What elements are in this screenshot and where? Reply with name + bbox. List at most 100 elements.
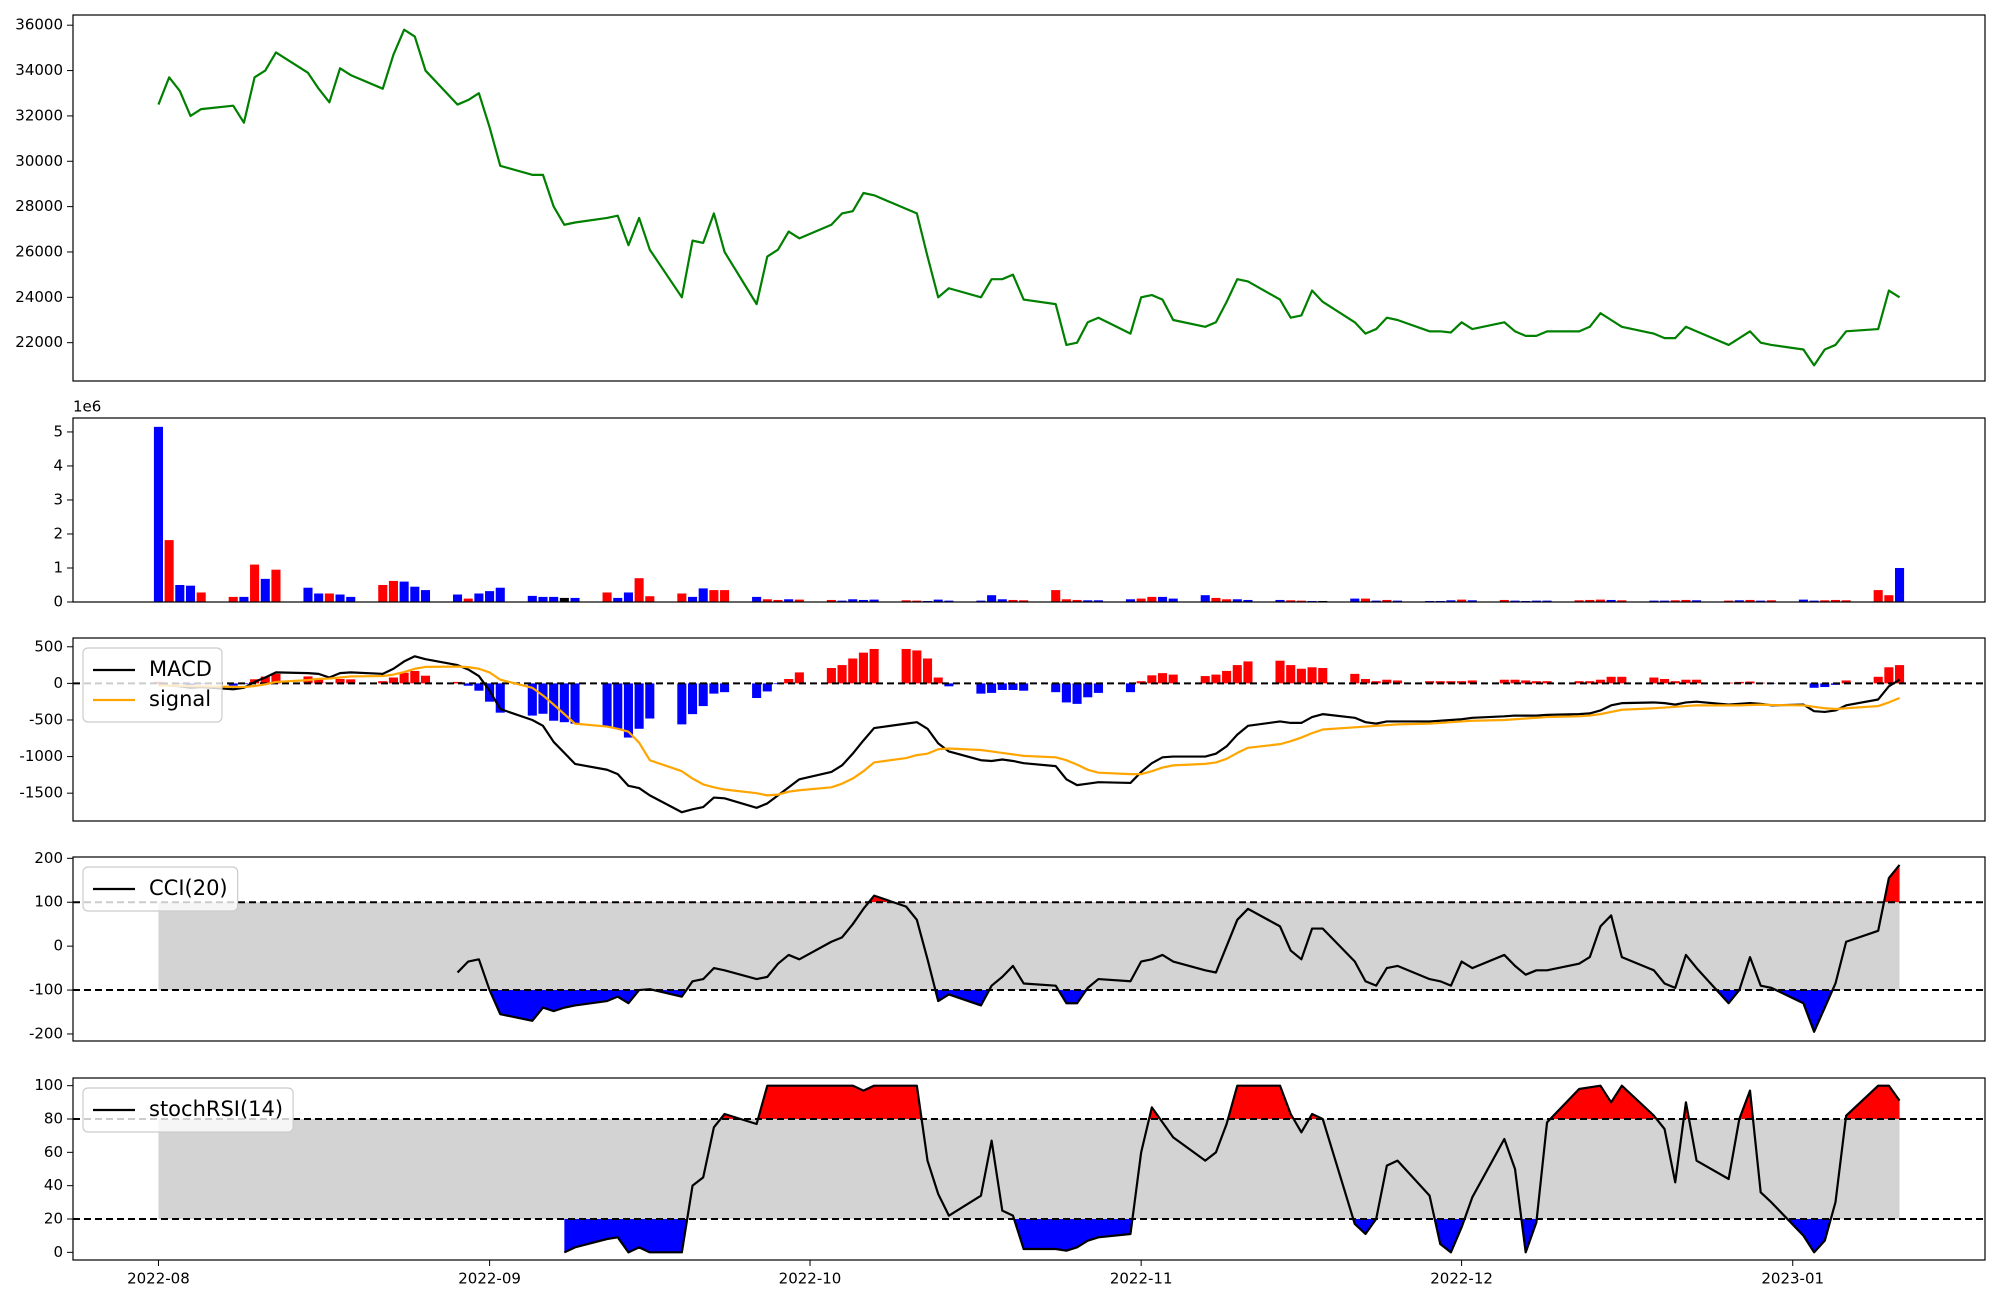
bar <box>378 584 388 602</box>
histogram-bar <box>1820 683 1830 688</box>
histogram-bar <box>1809 683 1819 688</box>
bar <box>1200 595 1210 602</box>
bar <box>420 590 431 602</box>
y-tick-label: 500 <box>34 637 63 655</box>
bar <box>196 592 206 602</box>
histogram-bar <box>869 648 879 684</box>
bar <box>1371 600 1381 602</box>
y-tick-label: 22000 <box>15 333 63 351</box>
histogram-bar <box>912 650 922 684</box>
bar <box>602 592 612 602</box>
bar <box>1008 599 1018 602</box>
histogram-bar <box>784 678 794 684</box>
bar <box>1820 600 1830 602</box>
legend-box <box>82 866 239 912</box>
bar <box>346 596 356 602</box>
bar <box>687 596 698 602</box>
bar <box>1809 600 1819 602</box>
histogram-bar <box>623 683 633 738</box>
x-tick-label: 2022-12 <box>1430 1270 1493 1288</box>
y-tick-label: 3 <box>53 490 63 508</box>
panel: 22000 24000 26000 28000 30000 32000 34000 36000 <box>15 14 1986 382</box>
histogram-bar <box>944 683 954 687</box>
panel: 0 1 2 3 4 5 1e6 <box>53 398 1986 611</box>
y-tick-label: 34000 <box>15 61 63 79</box>
bar <box>175 584 185 602</box>
histogram-bar <box>1168 674 1178 684</box>
bar <box>997 599 1007 602</box>
bar <box>869 599 879 602</box>
bar <box>1692 600 1702 602</box>
bar <box>1670 600 1680 602</box>
y-tick-label: 1 <box>53 558 63 576</box>
y-tick-label: -500 <box>29 710 63 728</box>
bar <box>634 578 644 602</box>
bar <box>912 600 922 602</box>
bar <box>1446 600 1456 602</box>
bar <box>463 598 473 602</box>
histogram-bar <box>1435 681 1445 684</box>
histogram-bar <box>1136 681 1146 684</box>
bar <box>826 599 836 602</box>
bar <box>1083 600 1093 602</box>
legend-label: MACD <box>149 657 212 681</box>
bar <box>549 596 559 602</box>
histogram-bar <box>1873 676 1883 684</box>
y-tick-label: 0 <box>53 1243 63 1261</box>
panel: -1500 -1000 -500 0 500 MACD signal <box>19 637 1986 822</box>
bar <box>773 599 783 602</box>
bar <box>1585 599 1595 602</box>
histogram-bar <box>314 678 324 684</box>
bar <box>260 578 270 602</box>
bar <box>1350 598 1360 602</box>
histogram-bar <box>1350 673 1360 684</box>
bar <box>698 588 708 602</box>
histogram-bar <box>1147 675 1157 684</box>
bar <box>1895 567 1905 602</box>
line <box>456 864 1901 1033</box>
bar <box>1734 600 1744 602</box>
histogram-bar <box>1574 681 1584 684</box>
x-tick-label: 2022-11 <box>1110 1270 1173 1288</box>
bar <box>976 600 986 602</box>
neutral-band <box>158 1119 1900 1219</box>
histogram-bar <box>709 683 719 694</box>
histogram-bar <box>922 658 933 684</box>
bar <box>164 540 174 602</box>
bar <box>570 597 580 602</box>
bar <box>1724 600 1734 602</box>
neutral-band <box>158 902 1900 991</box>
histogram-bar <box>474 683 484 691</box>
bar <box>335 594 345 602</box>
bar <box>1019 600 1029 602</box>
bar <box>559 597 569 602</box>
bar <box>645 596 655 602</box>
y-tick-label: 80 <box>44 1110 63 1128</box>
histogram-bar <box>335 678 345 684</box>
bar <box>1147 596 1157 602</box>
histogram-bar <box>720 683 730 693</box>
bar <box>1595 599 1606 602</box>
bar <box>1542 600 1552 602</box>
histogram-bar <box>378 681 388 684</box>
histogram-bar <box>1125 683 1136 693</box>
bar <box>1382 599 1392 602</box>
histogram-bar <box>1425 681 1435 684</box>
bar <box>613 597 623 602</box>
bar <box>1756 600 1766 602</box>
bar <box>794 599 804 602</box>
bar <box>784 599 794 602</box>
bar <box>1510 600 1520 602</box>
bar <box>858 599 868 602</box>
histogram-bar <box>1585 681 1595 684</box>
bar <box>1222 599 1232 602</box>
y-tick-label: 100 <box>34 1076 63 1094</box>
histogram-bar <box>848 658 858 684</box>
histogram-bar <box>901 648 911 684</box>
legend-label: signal <box>149 687 211 711</box>
bar <box>250 564 260 602</box>
histogram-bar <box>1307 667 1317 684</box>
legend-label: stochRSI(14) <box>149 1097 283 1121</box>
bar <box>474 593 484 602</box>
